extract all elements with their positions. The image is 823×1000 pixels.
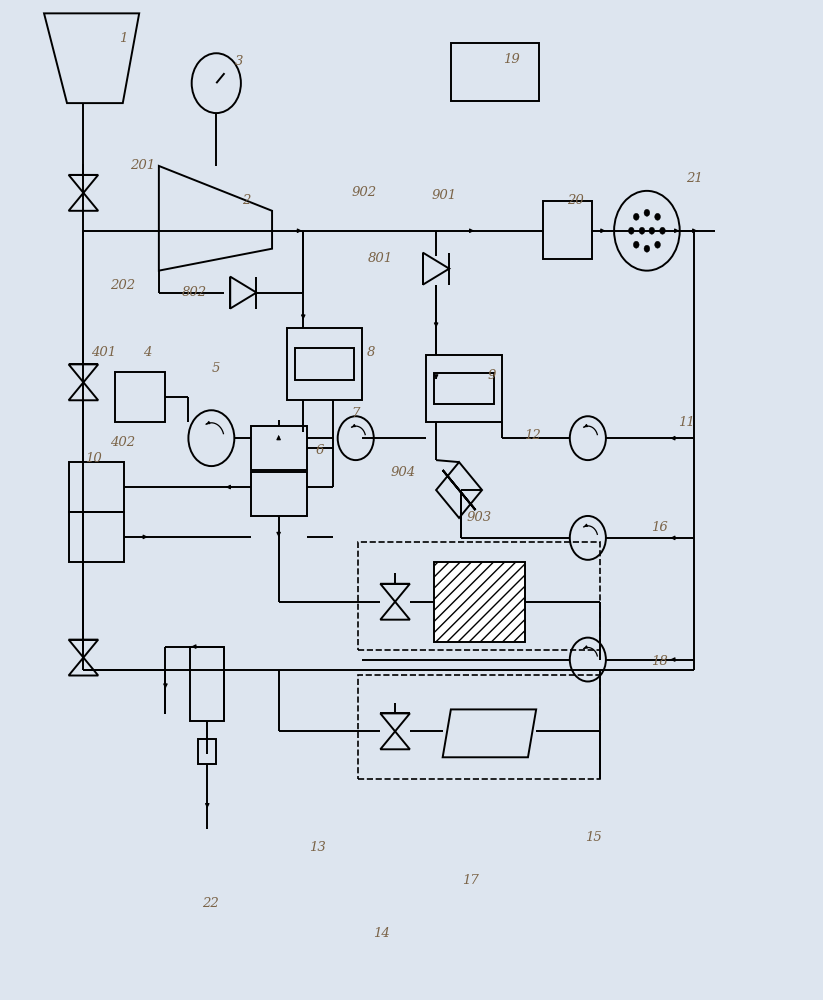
Text: 202: 202 (110, 279, 135, 292)
Bar (68, 512, 124, 562)
Text: 201: 201 (130, 159, 155, 172)
Text: 903: 903 (466, 511, 491, 524)
Circle shape (649, 227, 654, 234)
Circle shape (634, 241, 639, 248)
Text: 1: 1 (119, 32, 127, 45)
Bar (68, 462, 124, 512)
Text: 902: 902 (351, 186, 376, 199)
Text: 6: 6 (315, 444, 323, 457)
Bar (190, 647, 225, 721)
Bar (542, 201, 592, 259)
Text: 16: 16 (651, 521, 667, 534)
Bar (287, 328, 362, 400)
Text: 21: 21 (686, 172, 703, 185)
Bar (198, 739, 216, 764)
Text: 15: 15 (585, 831, 602, 844)
Bar (358, 542, 600, 650)
Bar (451, 43, 539, 101)
Bar (114, 372, 165, 422)
Circle shape (654, 213, 660, 220)
Text: 18: 18 (651, 655, 667, 668)
Circle shape (659, 227, 665, 234)
Circle shape (634, 213, 639, 220)
Text: 5: 5 (212, 362, 221, 375)
Text: 801: 801 (368, 252, 393, 265)
Text: 3: 3 (235, 55, 244, 68)
Bar (295, 348, 354, 380)
Text: 11: 11 (678, 416, 695, 429)
Text: 19: 19 (503, 53, 520, 66)
Text: 8: 8 (366, 346, 374, 359)
Text: 20: 20 (567, 194, 584, 207)
Bar (435, 562, 525, 642)
Text: 401: 401 (91, 346, 117, 359)
Text: 2: 2 (242, 194, 250, 207)
Text: 904: 904 (391, 466, 416, 479)
Text: 10: 10 (85, 452, 101, 465)
Text: 4: 4 (143, 346, 151, 359)
Text: 9: 9 (488, 369, 496, 382)
Circle shape (629, 227, 635, 234)
Text: 12: 12 (524, 429, 542, 442)
Text: 802: 802 (182, 286, 207, 299)
Text: 17: 17 (463, 874, 479, 887)
Bar (435, 373, 494, 404)
Text: 7: 7 (351, 407, 360, 420)
Circle shape (644, 209, 650, 216)
Bar (251, 472, 306, 516)
Bar (358, 675, 600, 779)
Circle shape (639, 227, 645, 234)
Bar (426, 355, 502, 422)
Text: 901: 901 (432, 189, 457, 202)
Text: 402: 402 (110, 436, 135, 449)
Circle shape (654, 241, 660, 248)
Bar (251, 426, 306, 470)
Text: 22: 22 (202, 897, 219, 910)
Text: 13: 13 (309, 841, 326, 854)
Circle shape (644, 245, 650, 252)
Text: 14: 14 (373, 927, 389, 940)
